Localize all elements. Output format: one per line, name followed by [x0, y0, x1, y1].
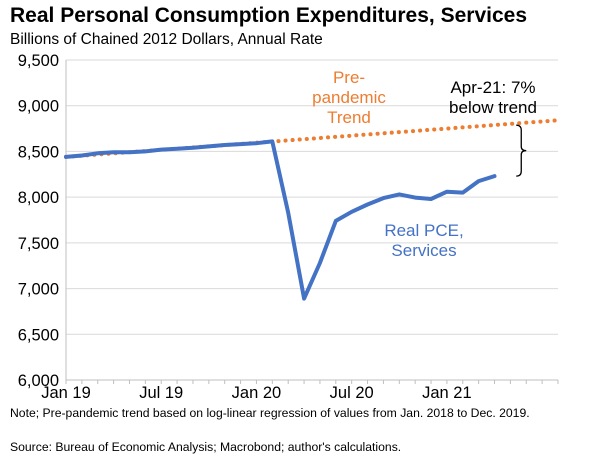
y-tick-label: 9,000 — [18, 98, 59, 116]
x-tick-label: Jan 19 — [41, 384, 91, 400]
y-tick-label: 7,000 — [18, 281, 59, 299]
gridlines — [66, 59, 558, 335]
chart-note: Note; Pre-pandemic trend based on log-li… — [10, 406, 530, 420]
gap-annotation: Apr-21: 7% below trend — [449, 78, 537, 117]
real-pce-label: Real PCE, Services — [384, 221, 463, 260]
series-lines — [64, 118, 560, 301]
chart-annotations: Pre-pandemic Trend Real PCE, Services Apr-21… — [312, 68, 537, 260]
real-pce-line — [64, 139, 497, 301]
trend-line — [64, 118, 560, 159]
gap-annotation-line: Apr-21: 7% — [450, 78, 535, 97]
chart-title: Real Personal Consumption Expenditures, … — [10, 4, 527, 27]
real-pce-label-line: Services — [391, 241, 456, 260]
x-tick-label: Jan 20 — [232, 384, 282, 400]
x-tick-label: Jul 20 — [330, 384, 374, 400]
axes: 6,000 6,500 7,000 7,500 8,000 8,500 9,000 9,500… — [18, 52, 559, 400]
y-tick-label: 6,000 — [18, 372, 59, 390]
gap-bracket — [516, 124, 527, 177]
gap-annotation-line: below trend — [449, 98, 537, 117]
y-tick-label: 7,500 — [18, 235, 59, 253]
x-tick-label: Jul 19 — [139, 384, 183, 400]
trend-label-line: Pre- — [333, 68, 365, 87]
x-tick-label: Jan 21 — [422, 384, 472, 400]
real-pce-label-line: Real PCE, — [384, 221, 463, 240]
y-tick-label: 8,500 — [18, 143, 59, 161]
trend-label-line: Trend — [327, 108, 371, 127]
chart-source: Source: Bureau of Economic Analysis; Mac… — [10, 440, 402, 454]
y-tick-label: 6,500 — [18, 326, 59, 344]
y-tick-label: 9,500 — [18, 52, 59, 70]
chart-plot: 6,000 6,500 7,000 7,500 8,000 8,500 9,000 9,500… — [18, 52, 560, 400]
y-tick-label: 8,000 — [18, 189, 59, 207]
trend-label-line: pandemic — [312, 88, 386, 107]
chart-subtitle: Billions of Chained 2012 Dollars, Annual… — [10, 31, 323, 48]
trend-label: Pre-pandemic Trend — [312, 68, 386, 127]
